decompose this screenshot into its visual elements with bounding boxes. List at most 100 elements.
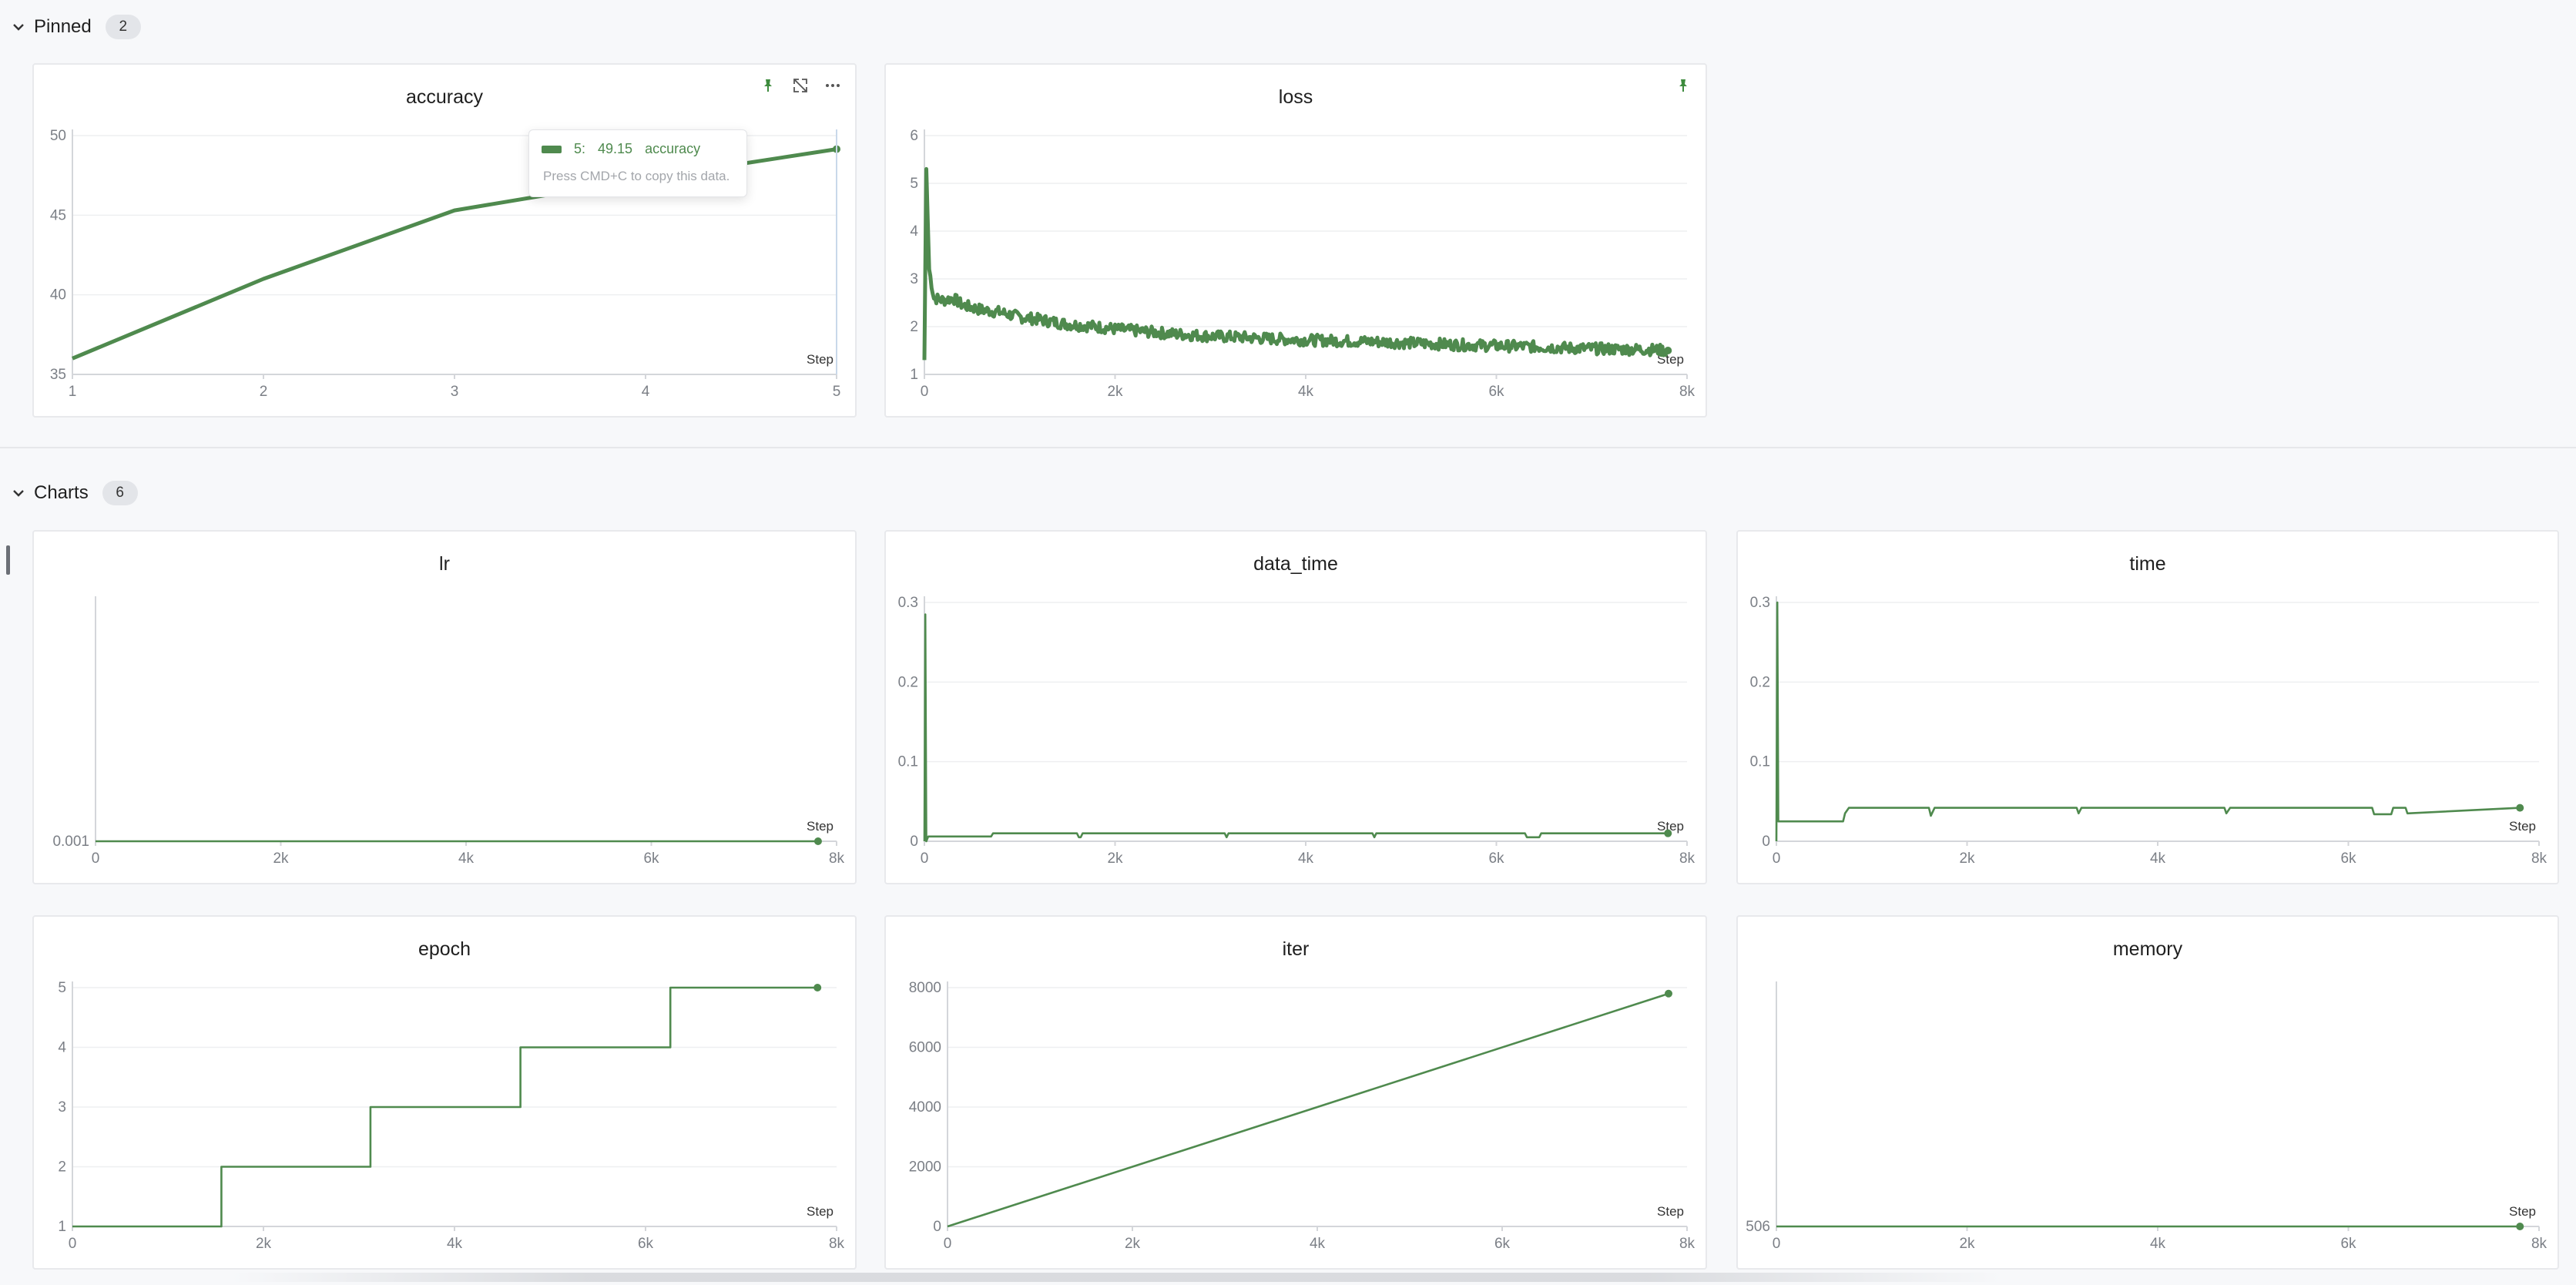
chart-plot[interactable]: 0 0.1 0.2 0.3 0 2k 4k 6k 8k Step	[886, 532, 1709, 886]
y-tick-label: 0.2	[898, 674, 918, 690]
pin-icon[interactable]	[1675, 77, 1692, 94]
chart-card-lr: lr 0.001 0 2k 4k 6k 8k Step	[32, 530, 857, 884]
expand-icon[interactable]	[792, 77, 809, 94]
series-end-point	[813, 984, 822, 991]
chart-toolbar	[1675, 77, 1692, 94]
x-tick-label: 8k	[2531, 1236, 2547, 1252]
y-tick-label: 3	[58, 1099, 66, 1116]
chevron-down-icon[interactable]	[11, 485, 26, 501]
x-tick-label: 0	[69, 1236, 77, 1252]
x-tick-label: 8k	[829, 1236, 845, 1252]
chart-tooltip: 5: 49.15 accuracy Press CMD+C to copy th…	[528, 129, 747, 197]
x-tick-label: 6k	[1494, 1236, 1511, 1252]
y-tick-label: 0	[1762, 834, 1770, 850]
charts-section-header[interactable]: Charts 6	[11, 478, 138, 508]
x-tick-label: 6k	[1488, 851, 1504, 867]
chart-title: loss	[1278, 86, 1313, 108]
chart-card-iter: iter 0 2000 4000 6000 8000 0 2k 4k 6k 8k Step	[884, 915, 1707, 1270]
x-tick-label: 8k	[2531, 851, 2547, 867]
x-tick-label: 5	[833, 384, 841, 400]
x-tick-label: 8k	[1679, 1236, 1696, 1252]
y-tick-label: 0	[933, 1219, 941, 1235]
tooltip-note: Press CMD+C to copy this data.	[543, 169, 730, 183]
x-tick-label: 0	[921, 384, 929, 400]
chart-title: memory	[2112, 938, 2183, 960]
chart-plot[interactable]: 0 2000 4000 6000 8000 0 2k 4k 6k 8k Step	[886, 917, 1709, 1271]
x-tick-label: 6k	[1488, 384, 1504, 400]
pin-icon[interactable]	[760, 77, 776, 94]
tooltip-series: accuracy	[645, 141, 701, 156]
series-end-point	[1664, 347, 1672, 354]
horizontal-scrollbar[interactable]	[231, 1273, 2003, 1282]
y-tick-label: 6000	[909, 1040, 941, 1056]
chart-card-epoch: epoch 1 2 3 4 5 0 2k 4k 6k 8k Step	[32, 915, 857, 1270]
x-tick-label: 4	[642, 384, 650, 400]
y-tick-label: 5	[910, 176, 918, 192]
y-tick-label: 8000	[909, 980, 941, 996]
y-tick-label: 0.1	[898, 754, 918, 770]
series-end-point	[1664, 829, 1672, 837]
series-line	[72, 986, 818, 1228]
x-tick-label: 0	[921, 851, 929, 867]
more-icon[interactable]	[824, 77, 841, 94]
y-tick-label: 506	[1746, 1219, 1770, 1235]
series-end-point	[2516, 1223, 2524, 1230]
x-axis-label: Step	[2509, 819, 2536, 834]
x-axis-label: Step	[807, 1204, 834, 1219]
section-title: Charts	[34, 482, 89, 503]
x-tick-label: 2k	[1107, 851, 1123, 867]
tooltip-value: 49.15	[598, 141, 633, 156]
chart-plot[interactable]: 1 2 3 4 5 0 2k 4k 6k 8k Step	[34, 917, 858, 1271]
x-tick-label: 8k	[1679, 384, 1696, 400]
y-tick-label: 45	[50, 207, 66, 223]
x-tick-label: 4k	[1310, 1236, 1326, 1252]
chevron-down-icon[interactable]	[11, 19, 26, 35]
chart-plot[interactable]: 0 0.1 0.2 0.3 0 2k 4k 6k 8k Step	[1738, 532, 2561, 886]
x-tick-label: 0	[92, 851, 100, 867]
x-tick-label: 8k	[829, 851, 845, 867]
x-tick-label: 4k	[447, 1236, 463, 1252]
chart-title: iter	[1282, 938, 1310, 960]
chart-card-data-time: data_time 0 0.1 0.2 0.3 0 2k 4k 6k 8k Step	[884, 530, 1707, 884]
y-tick-label: 0.1	[1750, 754, 1770, 770]
x-axis-label: Step	[2509, 1204, 2536, 1219]
series-end-point	[2516, 804, 2524, 812]
series-line	[923, 613, 1669, 843]
tooltip-step: 5:	[574, 141, 586, 156]
y-tick-label: 0.3	[898, 595, 918, 611]
y-tick-label: 1	[58, 1219, 66, 1235]
count-badge: 2	[105, 15, 141, 39]
x-tick-label: 2	[260, 384, 268, 400]
pinned-section-header[interactable]: Pinned 2	[11, 12, 141, 42]
count-badge: 6	[102, 481, 138, 505]
x-tick-label: 2k	[1959, 1236, 1975, 1252]
x-tick-label: 4k	[2150, 1236, 2166, 1252]
x-tick-label: 4k	[2150, 851, 2166, 867]
x-axis-label: Step	[1657, 819, 1684, 834]
chart-card-time: time 0 0.1 0.2 0.3 0 2k 4k 6k 8k Step	[1736, 530, 2559, 884]
x-axis-label: Step	[807, 819, 834, 834]
x-tick-label: 0	[1773, 851, 1781, 867]
x-tick-label: 2k	[273, 851, 289, 867]
x-tick-label: 8k	[1679, 851, 1696, 867]
resize-handle[interactable]	[6, 545, 10, 575]
y-tick-label: 40	[50, 287, 66, 304]
series-line	[947, 992, 1669, 1228]
x-tick-label: 2k	[1107, 384, 1123, 400]
chart-card-accuracy: accuracy 35 40 45 50 1 2 3 4 5 Step 5: 49.15 accu…	[32, 63, 857, 418]
x-tick-label: 6k	[643, 851, 659, 867]
tooltip-swatch	[542, 145, 562, 153]
series-line	[1775, 601, 2521, 842]
series-line	[922, 166, 1669, 361]
x-tick-label: 4k	[458, 851, 475, 867]
x-tick-label: 3	[451, 384, 459, 400]
x-tick-label: 2k	[256, 1236, 272, 1252]
chart-title: epoch	[418, 938, 471, 960]
section-divider	[0, 447, 2576, 448]
series-end-point	[1665, 989, 1672, 998]
x-tick-label: 0	[1773, 1236, 1781, 1252]
